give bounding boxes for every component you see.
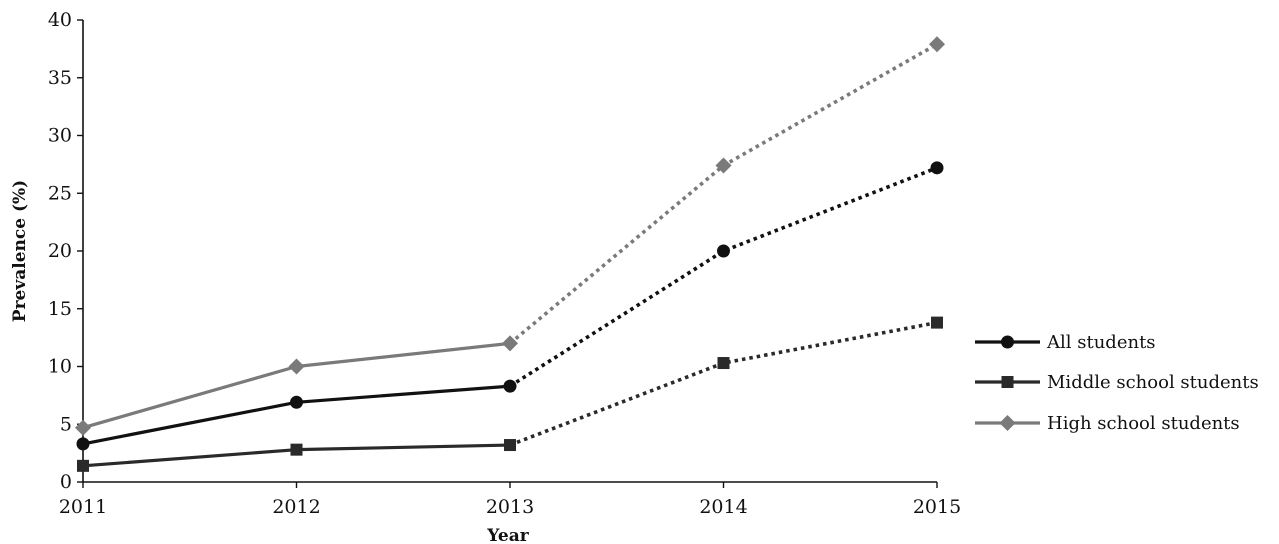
legend-swatch-marker [1001, 376, 1014, 388]
data-point [931, 316, 943, 329]
data-point [77, 459, 89, 472]
series-line-solid [82, 384, 511, 446]
data-point [504, 439, 516, 452]
y-tick-label: 40 [48, 9, 72, 31]
x-tick-label: 2011 [59, 496, 107, 518]
data-point [717, 244, 730, 258]
series-layer [75, 36, 945, 472]
series-line-solid [82, 341, 511, 430]
series-line-dotted [509, 166, 938, 388]
legend-swatch-marker [1001, 335, 1014, 349]
legend: All students Middle school students High s… [975, 332, 1259, 434]
x-axis-ticks: 2011 2012 2013 2014 2015 [59, 482, 961, 518]
x-tick-label: 2012 [272, 496, 320, 518]
y-tick-label: 5 [60, 413, 72, 435]
y-tick-label: 0 [60, 471, 72, 493]
data-point [717, 357, 730, 370]
series-line-dotted [509, 320, 938, 447]
x-tick-label: 2015 [913, 496, 961, 518]
legend-label: High school students [1047, 413, 1240, 434]
data-point [715, 157, 732, 174]
data-point [930, 161, 944, 175]
x-axis-title: Year [486, 526, 529, 544]
legend-item: Middle school students [975, 372, 1259, 393]
series-all-students [76, 161, 944, 451]
data-point [290, 443, 303, 456]
legend-label: Middle school students [1047, 372, 1259, 393]
chart-axes: 0 5 10 15 20 25 30 35 40 2011 2012 2013 2014 2015 Ye… [10, 9, 961, 544]
y-tick-label: 25 [48, 182, 72, 204]
legend-item: All students [975, 332, 1156, 353]
y-tick-label: 20 [48, 240, 72, 262]
y-tick-label: 15 [48, 298, 72, 320]
legend-item: High school students [975, 413, 1240, 434]
x-tick-label: 2013 [486, 496, 534, 518]
data-point [75, 419, 91, 436]
x-tick-label: 2014 [699, 496, 747, 518]
data-point [929, 36, 945, 53]
data-point [503, 379, 517, 393]
data-point [76, 437, 90, 451]
series-high-school-students [75, 36, 945, 436]
y-tick-label: 10 [48, 356, 72, 378]
y-tick-label: 35 [48, 67, 72, 89]
series-middle-school-students [77, 316, 943, 472]
data-point [290, 395, 303, 409]
legend-swatch-marker [999, 415, 1016, 431]
y-axis-title: Prevalence (%) [10, 180, 30, 322]
data-point [502, 335, 518, 352]
y-tick-label: 30 [48, 125, 72, 147]
legend-label: All students [1046, 332, 1156, 353]
data-point [288, 358, 305, 375]
y-axis-ticks: 0 5 10 15 20 25 30 35 40 [48, 9, 83, 493]
